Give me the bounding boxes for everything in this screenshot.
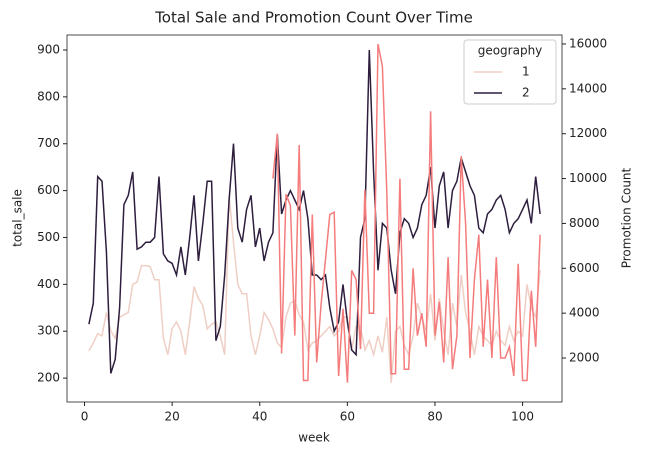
y2-tick-label: 8000: [569, 216, 600, 230]
y2-tick-label: 6000: [569, 261, 600, 275]
x-tick-label: 80: [427, 410, 442, 424]
x-tick-label: 0: [81, 410, 89, 424]
legend-label: 1: [522, 65, 530, 79]
y2-tick-label: 16000: [569, 36, 607, 50]
y2-axis-label: Promotion Count: [620, 167, 634, 268]
series-line: [88, 195, 541, 383]
x-tick-label: 20: [164, 410, 179, 424]
y-axis-label: total_sale: [11, 189, 25, 247]
y2-tick-label: 12000: [569, 126, 607, 140]
y-tick-label: 500: [37, 230, 60, 244]
y-tick-label: 700: [37, 136, 60, 150]
x-tick-label: 40: [252, 410, 267, 424]
x-tick-label: 100: [511, 410, 534, 424]
series-line: [272, 43, 541, 383]
legend-label: 2: [522, 86, 530, 100]
y-tick-label: 600: [37, 183, 60, 197]
legend-box: [463, 39, 557, 105]
x-tick-label: 60: [340, 410, 355, 424]
plot-frame: [66, 34, 563, 403]
y2-tick-label: 2000: [569, 351, 600, 365]
y2-tick-label: 4000: [569, 306, 600, 320]
x-axis-label: week: [298, 431, 330, 445]
y2-tick-label: 10000: [569, 171, 607, 185]
y-tick-label: 800: [37, 89, 60, 103]
legend-title: geography: [478, 44, 543, 58]
chart-title: Total Sale and Promotion Count Over Time: [154, 9, 473, 27]
y-tick-label: 400: [37, 277, 60, 291]
y2-tick-label: 14000: [569, 81, 607, 95]
y-tick-label: 200: [37, 371, 60, 385]
y-tick-label: 300: [37, 324, 60, 338]
y-tick-label: 900: [37, 42, 60, 56]
